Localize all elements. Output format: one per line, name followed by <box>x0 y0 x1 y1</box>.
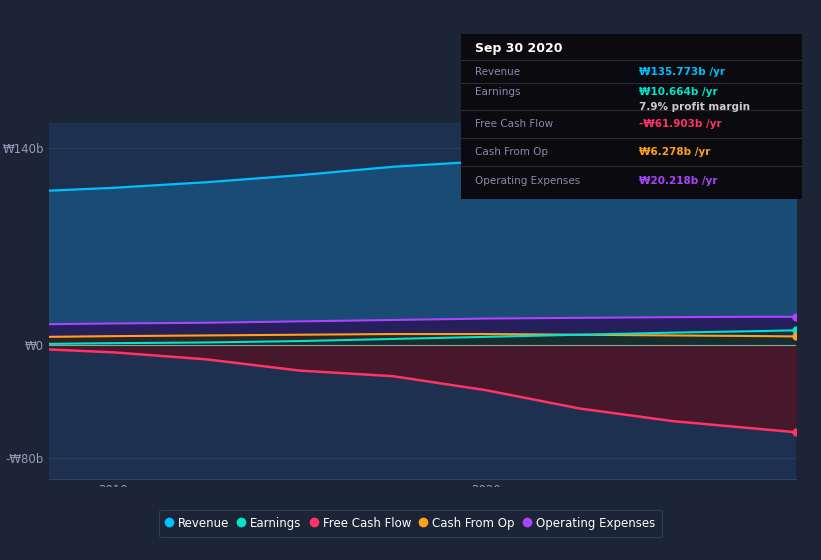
Text: Operating Expenses: Operating Expenses <box>475 176 580 186</box>
Text: ₩135.773b /yr: ₩135.773b /yr <box>639 67 725 77</box>
Text: Sep 30 2020: Sep 30 2020 <box>475 42 562 55</box>
Legend: Revenue, Earnings, Free Cash Flow, Cash From Op, Operating Expenses: Revenue, Earnings, Free Cash Flow, Cash … <box>158 510 663 537</box>
Text: 7.9% profit margin: 7.9% profit margin <box>639 102 750 112</box>
Text: ₩20.218b /yr: ₩20.218b /yr <box>639 176 717 186</box>
Text: Cash From Op: Cash From Op <box>475 147 548 157</box>
Text: Revenue: Revenue <box>475 67 521 77</box>
Text: Earnings: Earnings <box>475 87 521 97</box>
Text: ₩10.664b /yr: ₩10.664b /yr <box>639 87 718 97</box>
Text: Free Cash Flow: Free Cash Flow <box>475 119 553 129</box>
Text: -₩61.903b /yr: -₩61.903b /yr <box>639 119 721 129</box>
Text: ₩6.278b /yr: ₩6.278b /yr <box>639 147 710 157</box>
